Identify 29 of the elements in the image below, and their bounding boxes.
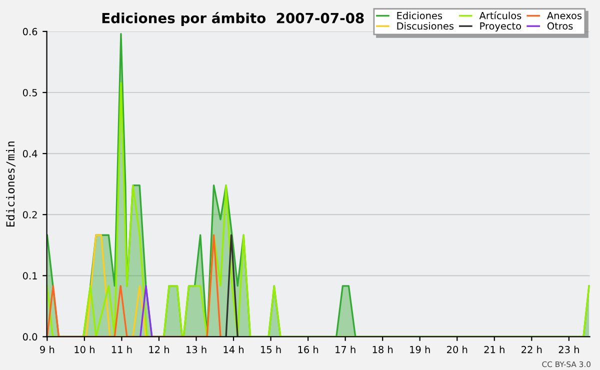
x-tick-label: 9 h [40, 346, 54, 354]
y-tick-label: 0.0 [22, 333, 38, 341]
legend-label: Ediciones [397, 12, 442, 20]
x-tick-label: 11 h [112, 346, 132, 354]
legend-label: Proyecto [480, 22, 522, 32]
legend-label: Artículos [479, 11, 522, 20]
y-tick-label: 0.6 [22, 28, 38, 36]
y-axis-title: Ediciones/min [6, 142, 16, 226]
x-tick-label: 13 h [186, 346, 206, 354]
legend-label: Otros [547, 22, 573, 30]
y-tick-label: 0.5 [22, 88, 37, 96]
y-tick-label: 0.1 [22, 272, 37, 280]
x-tick-label: 14 h [224, 346, 244, 354]
legend-label: Anexos [547, 12, 582, 20]
x-tick-label: 10 h [74, 346, 94, 354]
chart-title: Ediciones por ámbito 2007-07-08 [102, 12, 364, 26]
x-tick-label: 15 h [261, 346, 281, 354]
y-tick-label: 0.4 [22, 150, 38, 158]
legend-label: Discusiones [397, 22, 454, 30]
x-tick-label: 12 h [149, 346, 169, 354]
x-tick-label: 16 h [298, 346, 318, 354]
x-tick-label: 19 h [410, 346, 430, 354]
x-tick-label: 21 h [484, 346, 504, 354]
x-tick-label: 18 h [372, 346, 393, 354]
x-tick-label: 22 h [522, 346, 542, 354]
x-tick-label: 20 h [447, 346, 468, 354]
y-tick-label: 0.2 [22, 211, 37, 218]
x-tick-label: 23 h [558, 346, 579, 354]
x-tick-label: 17 h [336, 346, 356, 354]
